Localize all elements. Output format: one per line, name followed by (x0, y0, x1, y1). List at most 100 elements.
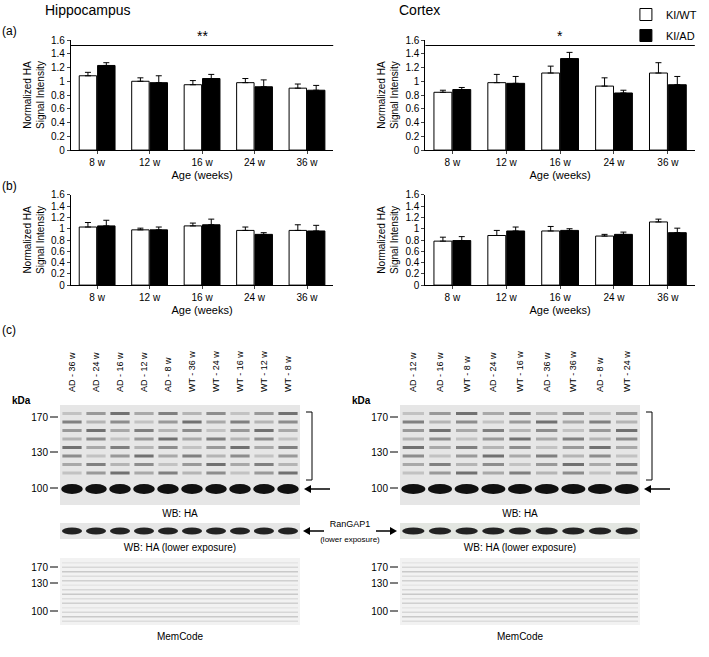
svg-text:KI/WT: KI/WT (666, 9, 697, 21)
svg-text:170: 170 (371, 562, 388, 573)
svg-text:36 w: 36 w (657, 292, 679, 303)
svg-text:AD - 16 w: AD - 16 w (115, 352, 125, 392)
svg-text:8 w: 8 w (445, 292, 461, 303)
svg-text:AD - 24 w: AD - 24 w (91, 352, 101, 392)
svg-text:MemCode: MemCode (497, 631, 544, 642)
svg-text:1.6: 1.6 (51, 35, 65, 46)
svg-text:WB: HA (lower exposure): WB: HA (lower exposure) (464, 542, 576, 553)
svg-text:1: 1 (59, 223, 65, 234)
svg-text:AD - 36 w: AD - 36 w (67, 352, 77, 392)
svg-text:8 w: 8 w (89, 292, 105, 303)
svg-text:*: * (557, 28, 563, 44)
svg-text:Cortex: Cortex (399, 2, 440, 18)
svg-text:24 w: 24 w (244, 292, 266, 303)
svg-text:0: 0 (59, 145, 65, 156)
svg-text:WB: HA (lower exposure): WB: HA (lower exposure) (124, 542, 236, 553)
svg-text:WT - 8 w: WT - 8 w (283, 356, 293, 392)
svg-text:MemCode: MemCode (157, 631, 204, 642)
svg-text:WB: HA: WB: HA (162, 508, 198, 519)
svg-text:AD - 12 w: AD - 12 w (139, 352, 149, 392)
svg-text:0.4: 0.4 (51, 257, 65, 268)
svg-text:1.2: 1.2 (405, 62, 419, 73)
svg-text:(lower exposure): (lower exposure) (320, 535, 380, 544)
svg-text:1.4: 1.4 (51, 48, 65, 59)
svg-text:12 w: 12 w (496, 157, 518, 168)
svg-text:0: 0 (414, 145, 420, 156)
svg-text:16 w: 16 w (192, 292, 214, 303)
svg-text:1.2: 1.2 (405, 212, 419, 223)
svg-text:36 w: 36 w (657, 157, 679, 168)
svg-text:1.2: 1.2 (51, 62, 65, 73)
svg-text:36 w: 36 w (296, 292, 318, 303)
svg-text:130: 130 (31, 447, 48, 458)
svg-text:130: 130 (31, 578, 48, 589)
svg-text:WT - 36 w: WT - 36 w (187, 351, 197, 392)
svg-text:0.8: 0.8 (405, 90, 419, 101)
svg-text:0.8: 0.8 (405, 235, 419, 246)
svg-text:1.6: 1.6 (405, 189, 419, 200)
svg-text:12 w: 12 w (496, 292, 518, 303)
svg-text:0.4: 0.4 (405, 257, 419, 268)
svg-text:170: 170 (31, 562, 48, 573)
svg-text:0: 0 (414, 280, 420, 291)
svg-text:8 w: 8 w (445, 157, 461, 168)
svg-text:AD - 16 w: AD - 16 w (435, 352, 445, 392)
svg-text:1: 1 (414, 76, 420, 87)
svg-text:(a): (a) (2, 24, 17, 38)
svg-text:36 w: 36 w (296, 157, 318, 168)
svg-text:0.6: 0.6 (51, 246, 65, 257)
svg-text:(b): (b) (2, 179, 17, 193)
svg-text:WT - 16 w: WT - 16 w (235, 351, 245, 392)
svg-text:24 w: 24 w (244, 157, 266, 168)
svg-text:100: 100 (371, 483, 388, 494)
svg-text:170: 170 (31, 412, 48, 423)
svg-text:170: 170 (371, 412, 388, 423)
svg-text:WT - 12 w: WT - 12 w (259, 351, 269, 392)
svg-text:Normalized HASignal Intensity: Normalized HASignal Intensity (376, 61, 400, 129)
svg-text:8 w: 8 w (89, 157, 105, 168)
svg-text:0.2: 0.2 (51, 131, 65, 142)
svg-text:1.6: 1.6 (51, 189, 65, 200)
svg-text:1.4: 1.4 (405, 48, 419, 59)
svg-text:WB: HA: WB: HA (502, 508, 538, 519)
svg-text:Age (weeks): Age (weeks) (530, 169, 591, 181)
svg-text:12 w: 12 w (139, 157, 161, 168)
svg-text:AD - 8 w: AD - 8 w (595, 357, 605, 392)
svg-text:100: 100 (371, 606, 388, 617)
svg-text:1: 1 (414, 223, 420, 234)
svg-text:1.4: 1.4 (51, 201, 65, 212)
svg-text:1: 1 (59, 76, 65, 87)
svg-text:100: 100 (31, 483, 48, 494)
svg-text:AD - 24 w: AD - 24 w (488, 352, 498, 392)
svg-text:**: ** (197, 28, 208, 44)
svg-text:0.4: 0.4 (405, 117, 419, 128)
svg-text:Normalized HASignal Intensity: Normalized HASignal Intensity (22, 206, 46, 274)
svg-text:WT - 8 w: WT - 8 w (462, 356, 472, 392)
svg-text:Age (weeks): Age (weeks) (171, 304, 232, 316)
svg-text:1.2: 1.2 (51, 212, 65, 223)
svg-text:1.6: 1.6 (405, 35, 419, 46)
svg-text:kDa: kDa (352, 395, 371, 406)
svg-text:130: 130 (371, 447, 388, 458)
svg-text:12 w: 12 w (139, 292, 161, 303)
svg-text:Age (weeks): Age (weeks) (530, 304, 591, 316)
svg-text:0.4: 0.4 (51, 117, 65, 128)
svg-text:AD - 8 w: AD - 8 w (163, 357, 173, 392)
svg-text:16 w: 16 w (550, 157, 572, 168)
svg-text:130: 130 (371, 578, 388, 589)
svg-text:RanGAP1: RanGAP1 (330, 519, 371, 529)
svg-text:WT - 24 w: WT - 24 w (211, 351, 221, 392)
svg-text:KI/AD: KI/AD (666, 30, 695, 42)
svg-text:Age (weeks): Age (weeks) (171, 169, 232, 181)
svg-text:WT - 16 w: WT - 16 w (515, 351, 525, 392)
svg-text:24 w: 24 w (603, 292, 625, 303)
svg-text:24 w: 24 w (603, 157, 625, 168)
svg-text:Normalized HASignal Intensity: Normalized HASignal Intensity (376, 206, 400, 274)
svg-text:0.6: 0.6 (51, 103, 65, 114)
svg-text:16 w: 16 w (192, 157, 214, 168)
svg-text:100: 100 (31, 606, 48, 617)
svg-text:0.6: 0.6 (405, 246, 419, 257)
svg-text:(c): (c) (2, 323, 16, 337)
svg-text:Normalized HASignal Intensity: Normalized HASignal Intensity (22, 61, 46, 129)
svg-text:1.4: 1.4 (405, 201, 419, 212)
